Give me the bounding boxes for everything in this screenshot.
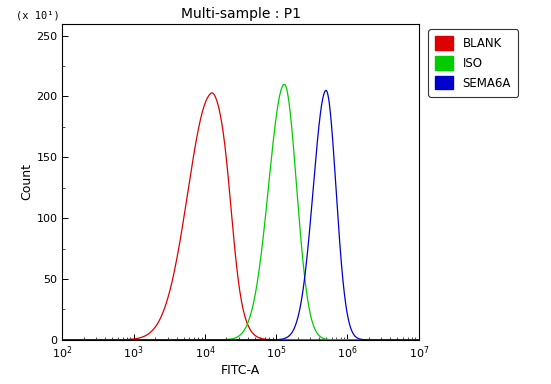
ISO	[342, 338, 349, 342]
BLANK	[415, 338, 422, 342]
BLANK	[209, 91, 215, 95]
Text: (x 10¹): (x 10¹)	[16, 10, 60, 20]
ISO	[270, 139, 277, 143]
ISO	[323, 337, 330, 341]
SEMA6A	[188, 338, 195, 342]
BLANK	[188, 167, 195, 171]
BLANK	[323, 338, 330, 342]
ISO	[188, 338, 195, 342]
SEMA6A	[285, 334, 292, 338]
SEMA6A	[270, 338, 277, 342]
SEMA6A	[59, 338, 66, 342]
BLANK	[59, 338, 66, 342]
SEMA6A	[415, 338, 422, 342]
Legend: BLANK, ISO, SEMA6A: BLANK, ISO, SEMA6A	[428, 30, 518, 97]
ISO	[285, 99, 292, 104]
Y-axis label: Count: Count	[21, 163, 34, 200]
BLANK	[342, 338, 349, 342]
ISO	[281, 82, 288, 87]
SEMA6A	[323, 89, 330, 93]
BLANK	[77, 338, 84, 342]
Title: Multi-sample : P1: Multi-sample : P1	[181, 7, 301, 21]
BLANK	[285, 338, 292, 342]
ISO	[415, 338, 422, 342]
SEMA6A	[77, 338, 84, 342]
ISO	[77, 338, 84, 342]
X-axis label: FITC-A: FITC-A	[221, 364, 260, 377]
Line: ISO: ISO	[62, 84, 419, 340]
ISO	[59, 338, 66, 342]
BLANK	[270, 338, 277, 342]
Line: SEMA6A: SEMA6A	[62, 90, 419, 340]
Line: BLANK: BLANK	[62, 93, 419, 340]
SEMA6A	[342, 301, 349, 306]
SEMA6A	[323, 88, 329, 93]
